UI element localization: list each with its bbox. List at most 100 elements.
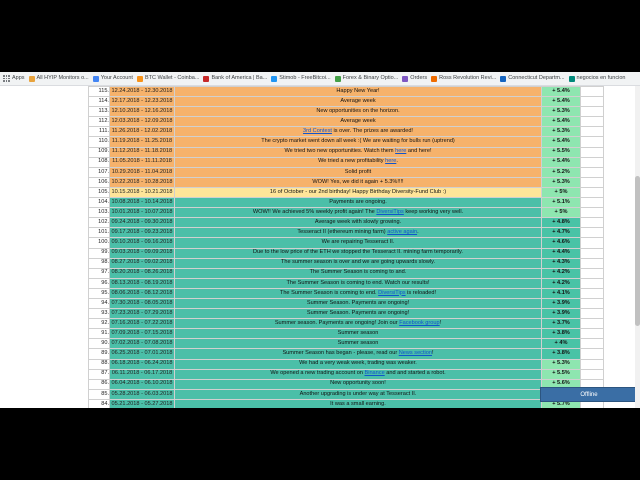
bookmark-label: BTC Wallet - Coinba... <box>144 74 200 81</box>
row-number: 115. <box>88 85 110 98</box>
table-row[interactable]: 96. 08.13.2018 - 08.19.2018 The Summer Sea… <box>88 277 604 289</box>
row-date-range: 11.12.2018 - 11.18.2018 <box>109 146 175 158</box>
row-empty-cell <box>580 318 604 330</box>
row-profit-percent: + 4.1% <box>541 287 581 299</box>
row-number: 106. <box>88 176 110 188</box>
row-message: The Summer Season is coming to end. Watc… <box>174 277 542 289</box>
row-number: 88. <box>88 358 110 370</box>
results-table[interactable]: 115. 12.24.2018 - 12.30.2018 Happy New Yea… <box>88 85 604 408</box>
row-message: Average week <box>174 116 542 128</box>
row-message-link[interactable]: active again <box>387 229 418 236</box>
row-profit-percent: + 5.3% <box>541 176 581 188</box>
row-message-link[interactable]: DiversiTips <box>378 289 406 296</box>
row-date-range: 05.28.2018 - 06.03.2018 <box>109 388 175 400</box>
vertical-scrollbar[interactable] <box>635 86 640 408</box>
row-message-link[interactable]: here <box>385 158 397 165</box>
row-number: 110. <box>88 136 110 148</box>
table-row[interactable]: 90. 07.02.2018 - 07.08.2018 Summer season +… <box>88 338 604 350</box>
favicon-icon <box>28 75 35 82</box>
row-message: Summer season <box>174 338 542 350</box>
bookmark-bm-btc-wallet[interactable]: BTC Wallet - Coinba... <box>136 74 200 82</box>
table-row[interactable]: 100. 09.10.2018 - 09.16.2018 We are repair… <box>88 237 604 249</box>
row-message-link[interactable]: Facebook group <box>399 319 440 326</box>
row-message-link[interactable]: 3rd Contest <box>303 128 332 135</box>
table-row[interactable]: 97. 08.20.2018 - 08.26.2018 The Summer Sea… <box>88 267 604 279</box>
table-row[interactable]: 101. 09.17.2018 - 09.23.2018 Tesseract II … <box>88 227 604 239</box>
table-row[interactable]: 91. 07.09.2018 - 07.15.2018 Summer season +… <box>88 328 604 340</box>
table-row[interactable]: 85. 05.28.2018 - 06.03.2018 Another upgrad… <box>88 388 604 400</box>
table-row[interactable]: 106. 10.22.2018 - 10.28.2018 WOW! Yes, we … <box>88 176 604 188</box>
row-message-link[interactable]: DiversiTips <box>376 208 404 215</box>
row-date-range: 08.13.2018 - 08.19.2018 <box>109 277 175 289</box>
row-message-link[interactable]: News section <box>398 350 432 357</box>
row-message: Tesseract II (ethereum mining farm) acti… <box>174 227 542 239</box>
table-row[interactable]: 93. 07.23.2018 - 07.29.2018 Summer Season.… <box>88 308 604 320</box>
row-number: 105. <box>88 186 110 199</box>
row-number: 85. <box>88 388 110 400</box>
bookmark-bm-forex-binary[interactable]: Forex & Binary Optio... <box>334 75 398 82</box>
row-number: 100. <box>88 237 110 249</box>
row-number: 90. <box>88 338 110 350</box>
row-empty-cell <box>580 287 604 299</box>
bookmark-label: All HYIP Monitors o... <box>36 74 89 81</box>
apps-grid-icon <box>3 75 10 82</box>
table-row[interactable]: 102. 09.24.2018 - 09.30.2018 Average week … <box>88 217 604 229</box>
row-message-link[interactable]: Binance <box>364 370 385 377</box>
row-date-range: 10.22.2018 - 10.28.2018 <box>109 176 175 188</box>
table-row[interactable]: 87. 06.11.2018 - 06.17.2018 We opened a ne… <box>88 368 604 380</box>
table-row[interactable]: 108. 11.05.2018 - 11.11.2018 We tried a ne… <box>88 156 604 168</box>
table-row[interactable]: 115. 12.24.2018 - 12.30.2018 Happy New Yea… <box>88 85 604 98</box>
row-number: 102. <box>88 217 110 229</box>
table-row[interactable]: 99. 09.03.2018 - 09.09.2018 Due to the low… <box>88 247 604 259</box>
table-row[interactable]: 113. 12.10.2018 - 12.16.2018 New opportuni… <box>88 106 604 118</box>
bookmark-label: negocios en funcion <box>576 74 626 81</box>
row-number: 101. <box>88 227 110 239</box>
row-message: The crypto market went down all week :( … <box>174 136 542 148</box>
bookmark-bm-orders[interactable]: Orders <box>402 75 427 82</box>
table-row[interactable]: 111. 11.26.2018 - 12.02.2018 3rd Contest i… <box>88 126 604 138</box>
row-number: 112. <box>88 116 110 128</box>
bookmark-bm-stimob[interactable]: Stimob - FreeBitcoi... <box>271 75 331 82</box>
bookmark-bm-bank-of-america[interactable]: Bank of America | Ba... <box>203 75 267 82</box>
row-profit-percent: + 4.3% <box>541 257 581 269</box>
row-empty-cell <box>580 207 604 219</box>
scrollbar-thumb[interactable] <box>635 176 640 326</box>
row-date-range: 07.30.2018 - 08.05.2018 <box>109 297 175 310</box>
table-row[interactable]: 84. 05.21.2018 - 05.27.2018 It was a small… <box>88 398 604 408</box>
table-row[interactable]: 89. 06.25.2018 - 07.01.2018 Summer Season … <box>88 348 604 360</box>
table-row[interactable]: 105. 10.15.2018 - 10.21.2018 16 of October… <box>88 186 604 199</box>
row-profit-percent: + 3.9% <box>541 308 581 320</box>
bookmark-bm-your-account[interactable]: Your Account <box>92 75 133 82</box>
row-date-range: 05.21.2018 - 05.27.2018 <box>109 398 175 408</box>
bookmark-bm-negocios[interactable]: negocios en funcion <box>568 74 626 82</box>
bookmark-bm-connecticut[interactable]: Connecticut Departm... <box>500 75 565 82</box>
bookmark-apps[interactable]: Apps <box>3 75 25 82</box>
table-row[interactable]: 112. 12.03.2018 - 12.09.2018 Average week +… <box>88 116 604 128</box>
table-row[interactable]: 98. 08.27.2018 - 09.02.2018 The summer sea… <box>88 257 604 269</box>
row-message: New opportunity soon! <box>174 378 542 390</box>
row-profit-percent: + 5.1% <box>541 197 581 209</box>
browser-window: Apps All HYIP Monitors o... Your Account BT… <box>0 72 640 408</box>
table-row[interactable]: 103. 10.01.2018 - 10.07.2018 WOW!! We achi… <box>88 207 604 219</box>
table-row[interactable]: 114. 12.17.2018 - 12.23.2018 Average week +… <box>88 96 604 108</box>
row-date-range: 10.15.2018 - 10.21.2018 <box>109 186 175 199</box>
favicon-icon <box>402 75 409 82</box>
row-empty-cell <box>580 186 604 199</box>
row-empty-cell <box>580 348 604 360</box>
table-row[interactable]: 109. 11.12.2018 - 11.18.2018 We tried two … <box>88 146 604 158</box>
table-row[interactable]: 94. 07.30.2018 - 08.05.2018 Summer Season.… <box>88 297 604 310</box>
row-profit-percent: + 3.9% <box>541 297 581 310</box>
table-row[interactable]: 95. 08.06.2018 - 08.12.2018 The Summer Sea… <box>88 287 604 299</box>
table-row[interactable]: 88. 06.18.2018 - 06.24.2018 We had a very … <box>88 358 604 370</box>
row-empty-cell <box>580 328 604 340</box>
table-row[interactable]: 104. 10.08.2018 - 10.14.2018 Payments are … <box>88 197 604 209</box>
table-row[interactable]: 92. 07.16.2018 - 07.22.2018 Summer season.… <box>88 318 604 330</box>
table-row[interactable]: 110. 11.19.2018 - 11.25.2018 The crypto ma… <box>88 136 604 148</box>
bookmark-bm-all-hyip[interactable]: All HYIP Monitors o... <box>28 74 89 82</box>
table-row[interactable]: 107. 10.29.2018 - 11.04.2018 Solid profit +… <box>88 166 604 178</box>
row-message-link[interactable]: here <box>395 148 407 155</box>
table-row[interactable]: 86. 06.04.2018 - 06.10.2018 New opportunit… <box>88 378 604 390</box>
bookmark-bm-ross-revolution[interactable]: Ross Revolution Revi... <box>431 75 496 82</box>
spreadsheet-area[interactable]: 115. 12.24.2018 - 12.30.2018 Happy New Yea… <box>0 85 640 408</box>
row-profit-percent: + 5.3% <box>541 126 581 138</box>
